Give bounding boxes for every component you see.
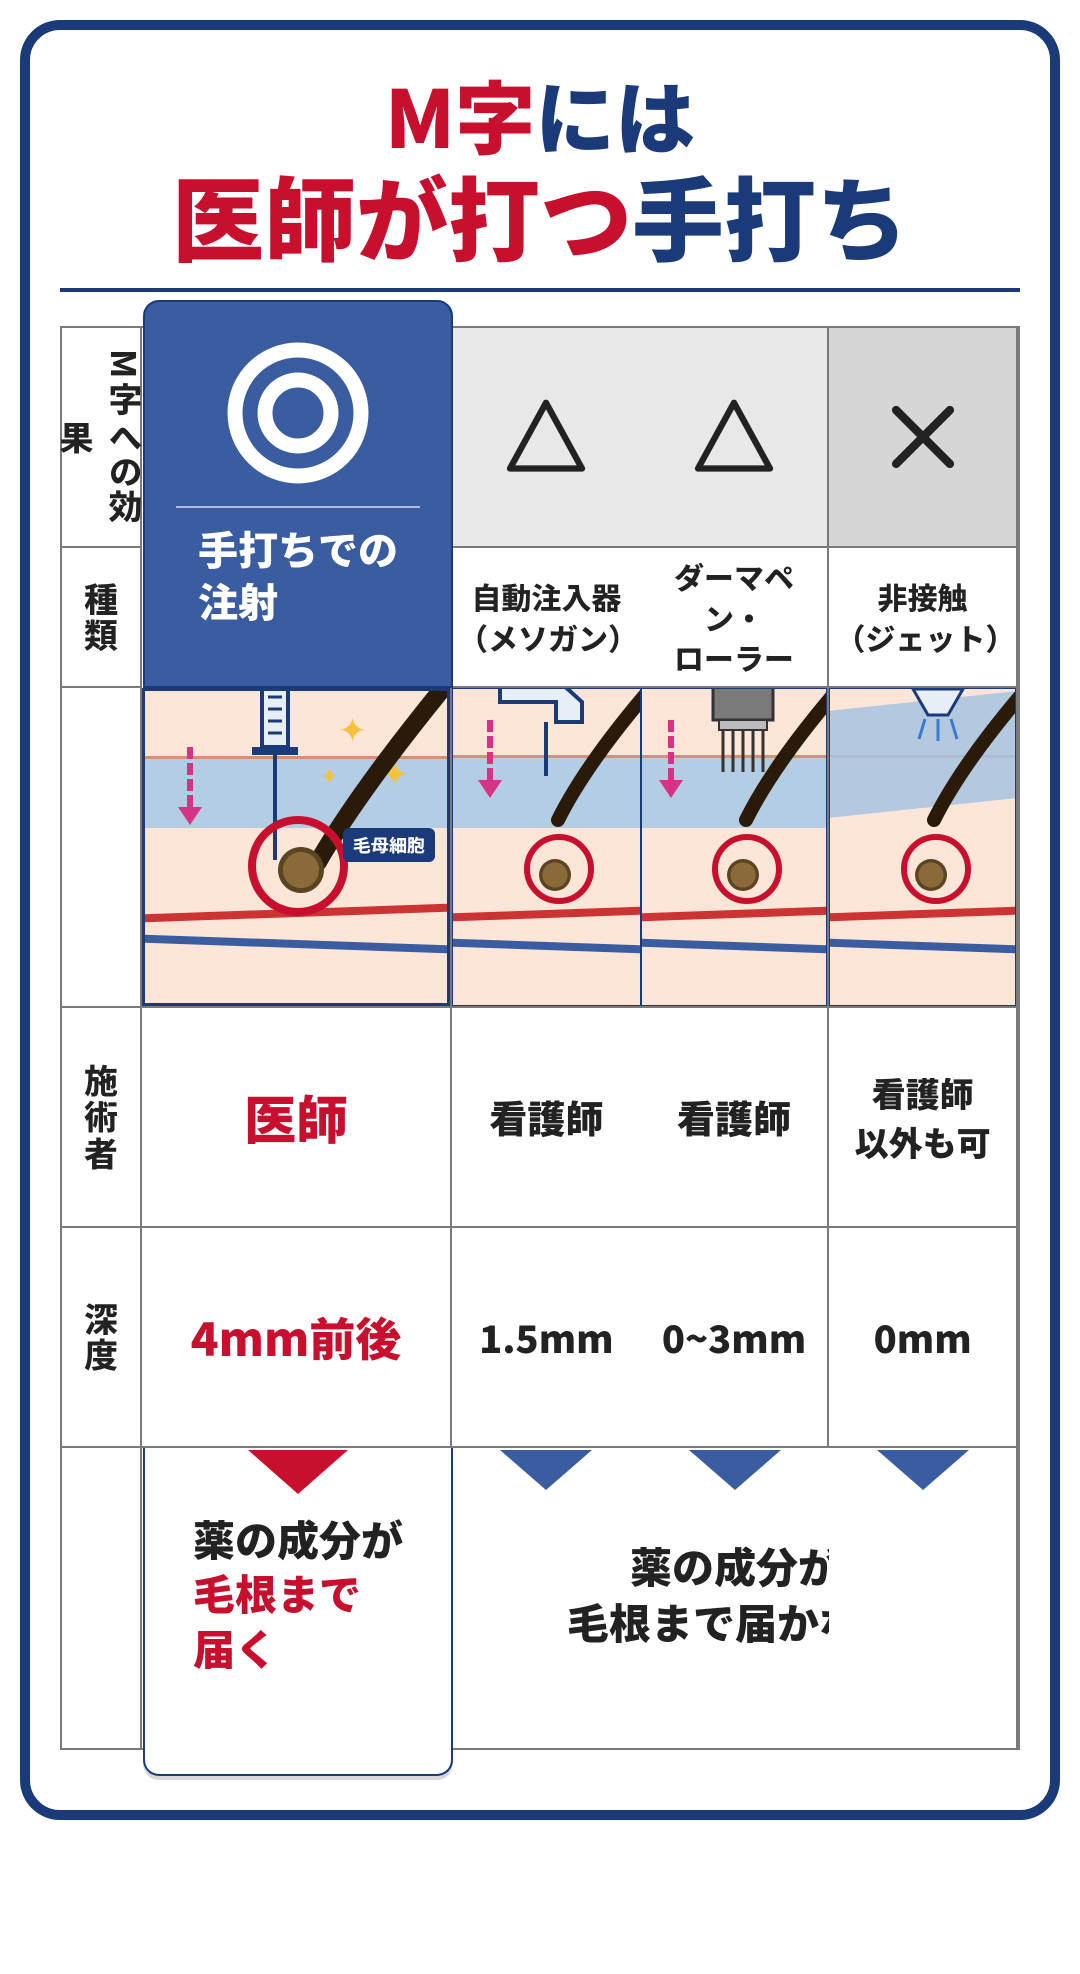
dermapen-depth-value: 0~3mm <box>662 1309 806 1364</box>
jet-practitioner-l2: 以外も可 <box>855 1117 991 1166</box>
jet-type-l1: 非接触 <box>835 576 1010 617</box>
skin-diagram-mesogun <box>452 688 641 1006</box>
col-mesogun-note <box>452 1448 641 1748</box>
triangle-down-icon <box>248 1450 348 1494</box>
col-mesogun-depth: 1.5mm <box>452 1228 641 1448</box>
highlight-type-l2: 注射 <box>198 574 398 626</box>
triangle-icon <box>501 392 591 482</box>
hl-depth-value: 4mm前後 <box>191 1304 402 1370</box>
skin-diagram-dermapen <box>641 688 828 1006</box>
headline: M字には 医師が打つ手打ち <box>60 70 1020 268</box>
jet-type-l2: （ジェット） <box>835 617 1010 658</box>
dermapen-type-l2: ローラー <box>647 637 822 678</box>
dermapen-practitioner-value: 看護師 <box>677 1089 791 1144</box>
col-dermapen-illustration <box>641 688 830 1008</box>
triangle-icon <box>689 392 779 482</box>
triangle-down-icon <box>877 1450 969 1490</box>
skin-diagram-manual: ✦ ✦ ✦ 毛母細胞 <box>142 688 450 1006</box>
highlight-note-l3: 届く <box>193 1617 277 1678</box>
col-jet-illustration <box>829 688 1018 1008</box>
col-dermapen-practitioner: 看護師 <box>641 1008 830 1228</box>
row-label-note <box>62 1448 142 1748</box>
row-label-effect: M字への効果 <box>52 334 150 540</box>
mesogun-type-l1: 自動注入器 <box>458 576 635 617</box>
row-label-type: 種類 <box>77 581 126 653</box>
col-dermapen-effect <box>641 328 830 548</box>
highlight-column-footer: 薬の成分が 毛根まで 届く <box>143 1448 453 1776</box>
col-jet-type: 非接触（ジェット） <box>829 548 1018 688</box>
hl-depth: 4mm前後 <box>142 1228 452 1448</box>
double-circle-icon <box>223 338 373 488</box>
col-jet-effect <box>829 328 1018 548</box>
row-label-practitioner: 施術者 <box>77 1063 126 1171</box>
triangle-down-icon <box>500 1450 592 1490</box>
jet-practitioner-l1: 看護師 <box>855 1068 991 1117</box>
infographic-card: M字には 医師が打つ手打ち 手打ちでの 注射 薬の成分が 毛根まで 届 <box>20 20 1060 1820</box>
headline-l2-red: 医師が打つ <box>172 148 632 281</box>
highlight-note-l1: 薬の成分が <box>193 1512 403 1567</box>
col-mesogun-type: 自動注入器（メソガン） <box>452 548 641 688</box>
triangle-down-icon <box>689 1450 781 1490</box>
col-mesogun-illustration <box>452 688 641 1008</box>
col-dermapen-depth: 0~3mm <box>641 1228 830 1448</box>
mesogun-depth-value: 1.5mm <box>479 1309 613 1364</box>
row-label-depth: 深度 <box>77 1301 126 1373</box>
highlight-column-header: 手打ちでの 注射 <box>143 300 453 688</box>
hl-illustration: ✦ ✦ ✦ 毛母細胞 <box>142 688 452 1008</box>
col-jet-practitioner: 看護師以外も可 <box>829 1008 1018 1228</box>
col-dermapen-type: ダーマペン・ローラー <box>641 548 830 688</box>
bulb-label: 毛母細胞 <box>343 828 435 862</box>
highlight-type-l1: 手打ちでの <box>198 522 398 574</box>
col-mesogun-effect <box>452 328 641 548</box>
col-jet-note <box>829 1448 1018 1748</box>
headline-divider <box>60 288 1020 292</box>
col-mesogun-practitioner: 看護師 <box>452 1008 641 1228</box>
row-label-illustration <box>62 688 142 1008</box>
dermapen-type-l1: ダーマペン・ <box>647 556 822 637</box>
col-jet-depth: 0mm <box>829 1228 1018 1448</box>
comparison-table: 手打ちでの 注射 薬の成分が 毛根まで 届く M字への効果 種類 <box>60 326 1020 1750</box>
col-dermapen-note: 薬の成分が 毛根まで届かない <box>641 1448 830 1748</box>
x-icon <box>881 395 965 479</box>
highlight-note-l2: 毛根まで <box>193 1562 361 1623</box>
mesogun-practitioner-value: 看護師 <box>489 1089 603 1144</box>
jet-depth-value: 0mm <box>874 1309 972 1364</box>
skin-diagram-jet <box>829 688 1016 1006</box>
mesogun-type-l2: （メソガン） <box>458 617 635 658</box>
hl-practitioner: 医師 <box>142 1008 452 1228</box>
hl-practitioner-value: 医師 <box>244 1079 348 1154</box>
headline-l2-navy: 手打ち <box>632 148 908 281</box>
